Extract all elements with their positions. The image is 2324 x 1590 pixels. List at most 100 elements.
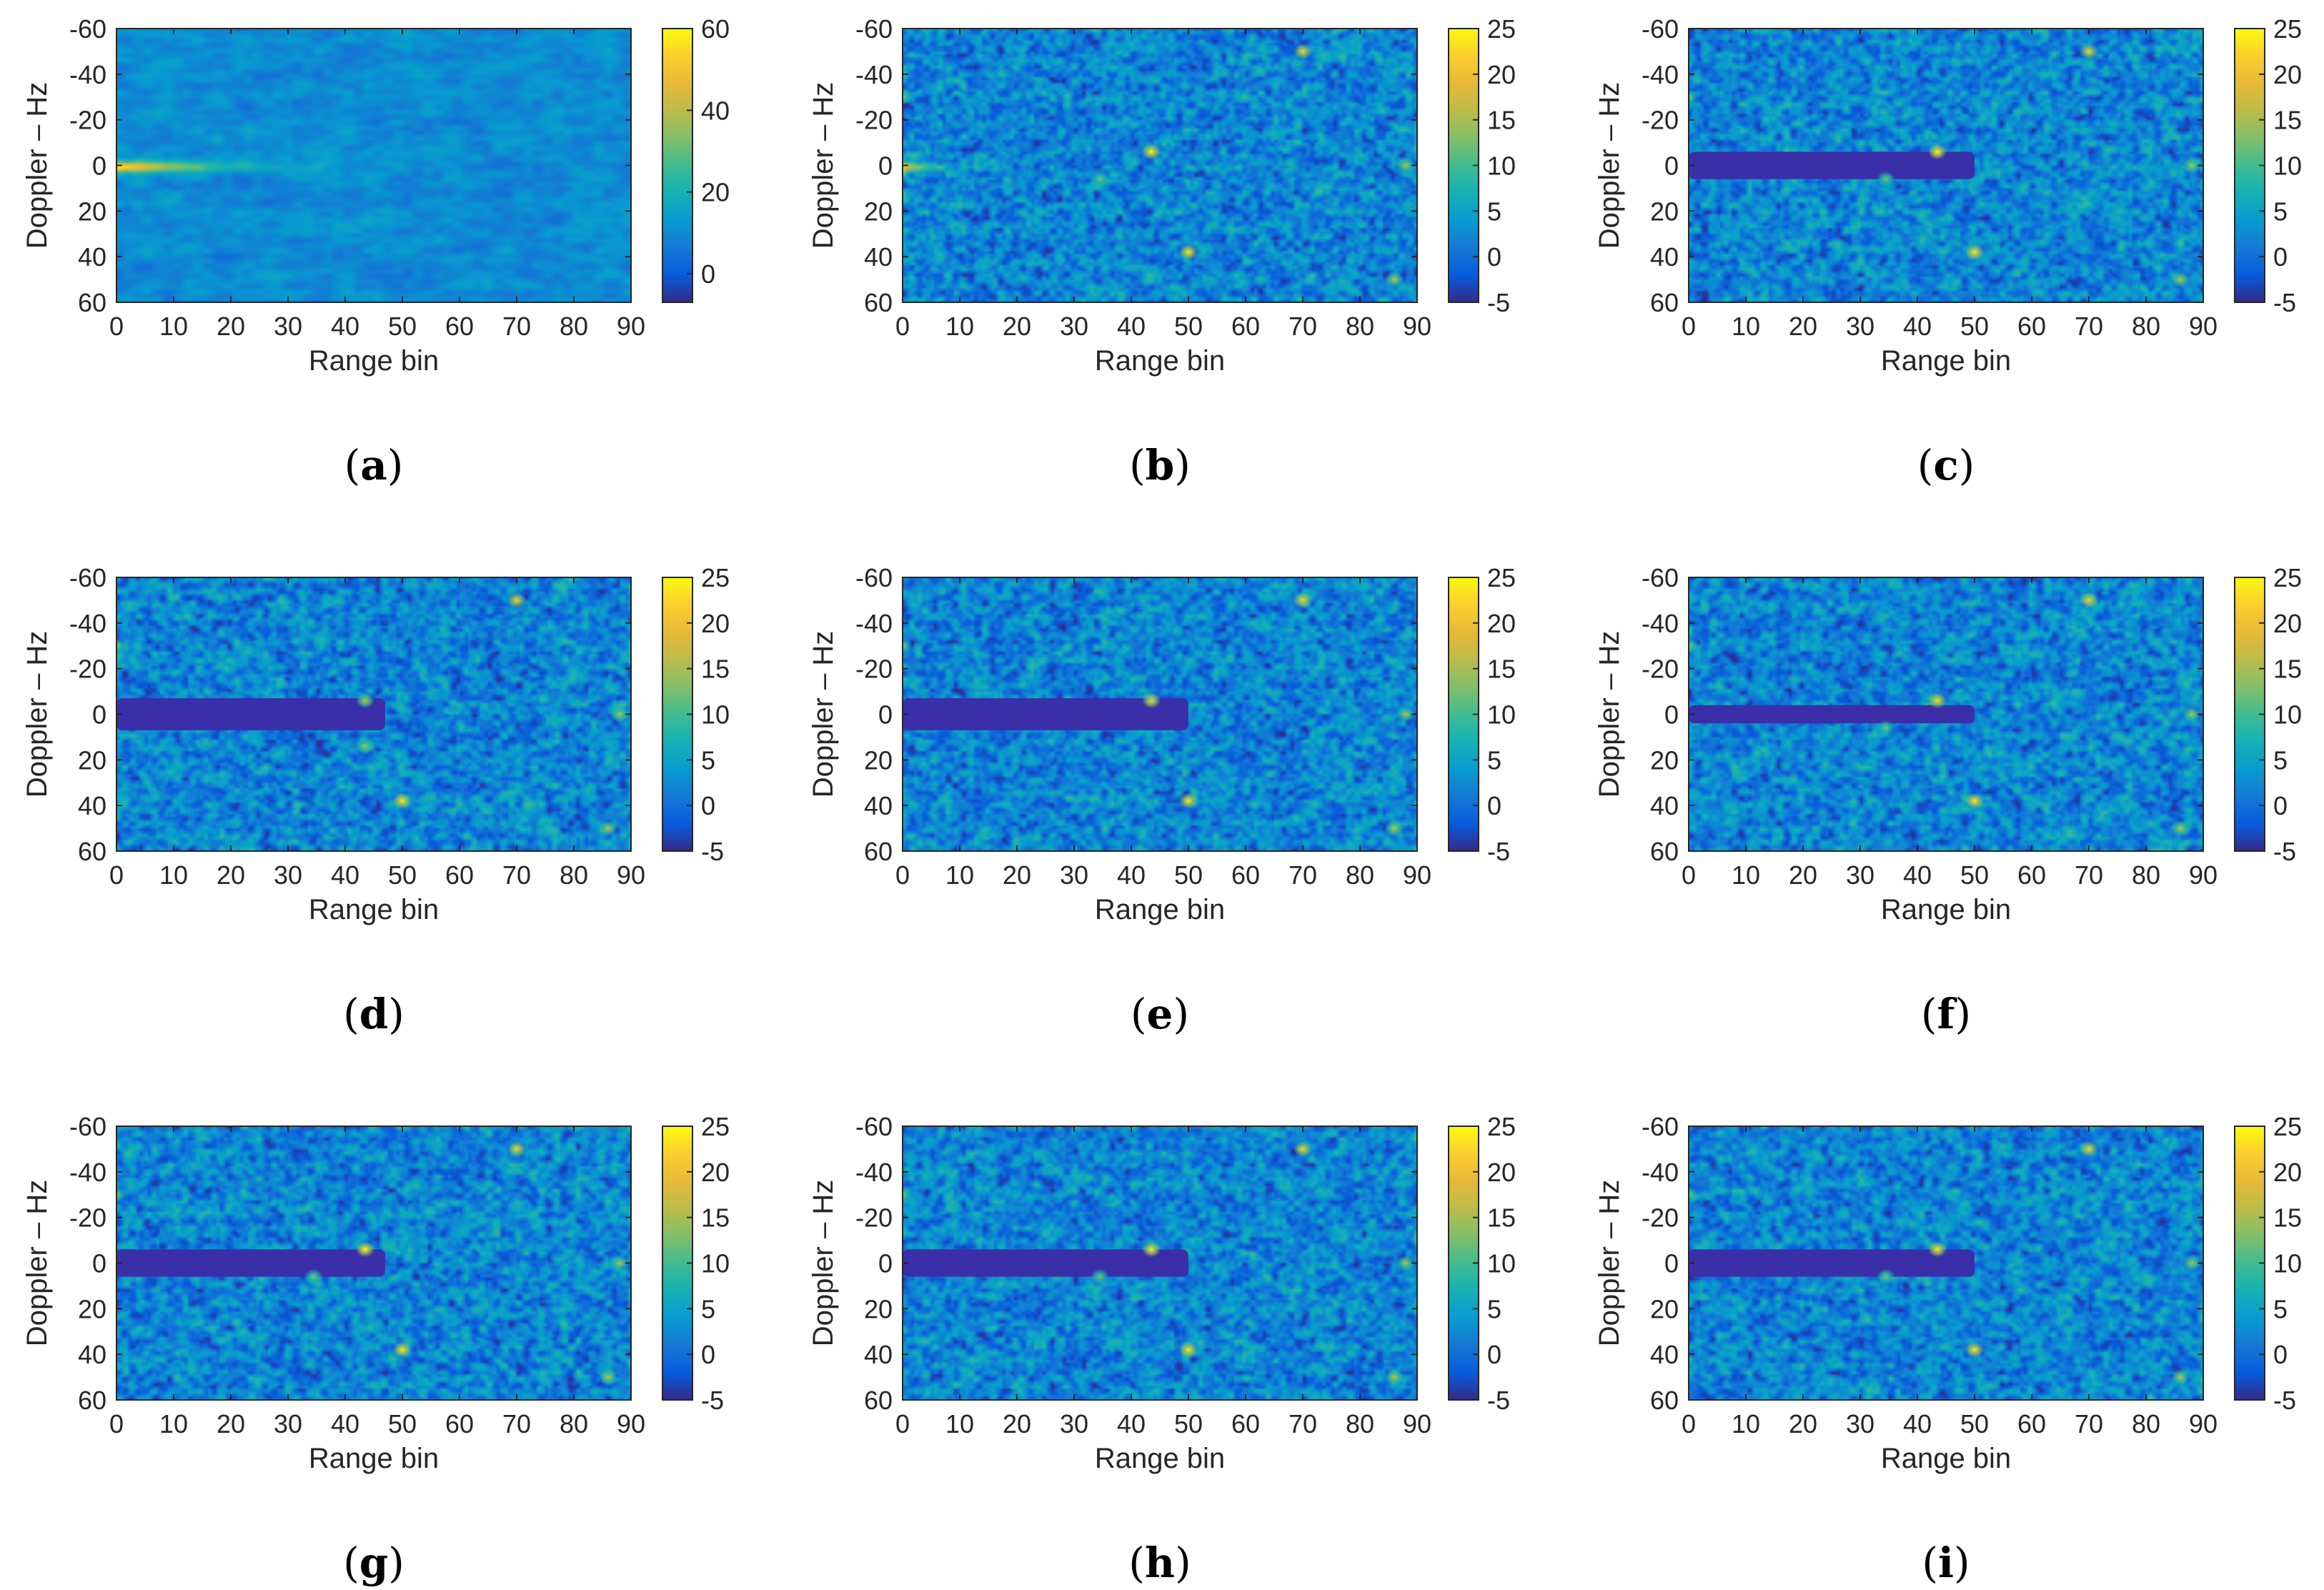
target-blob <box>1385 1369 1404 1386</box>
colorbar-tick-label: 25 <box>2273 563 2302 592</box>
target-blob <box>1877 720 1895 736</box>
colorbar-tick-label: -5 <box>701 1386 724 1415</box>
target-blob <box>2080 1141 2098 1157</box>
colorbar-tick-label: 25 <box>1487 563 1516 592</box>
colorbar-tick-label: -5 <box>1487 288 1510 317</box>
heatmap-marks <box>1689 592 2201 837</box>
x-tick-label: 10 <box>945 860 974 890</box>
panel-c: 0 10 20 30 40 50 60 70 80 90-60-40-200204060Range… <box>1594 14 2302 490</box>
y-tick-label: 60 <box>1650 837 1679 866</box>
colorbar-tick-label: 20 <box>1487 609 1516 638</box>
heatmap-marks <box>1689 43 2201 288</box>
x-tick-label: 0 <box>1682 1409 1696 1439</box>
y-tick-label: 40 <box>1650 791 1679 820</box>
panel-label: (g) <box>343 1539 404 1587</box>
colorbar-tick-label: 25 <box>1487 14 1516 44</box>
x-tick-label: 40 <box>1903 860 1932 890</box>
x-tick-label: 50 <box>1174 312 1203 341</box>
y-tick-label: -40 <box>1642 1158 1679 1187</box>
y-tick-label: 20 <box>1650 1294 1679 1323</box>
x-tick-label: 20 <box>217 860 245 890</box>
y-tick-label: 60 <box>78 837 106 866</box>
x-tick-label: 90 <box>1403 312 1431 341</box>
y-tick-label: 60 <box>78 1386 106 1415</box>
colorbar-tick-label: 15 <box>1487 1203 1516 1233</box>
colorbar-tick-label: 5 <box>1487 745 1501 775</box>
y-tick-label: -40 <box>1642 60 1679 89</box>
colorbar-tick-label: 0 <box>701 1340 715 1369</box>
y-tick-label: 20 <box>1650 197 1679 226</box>
target-blob <box>1293 1141 1312 1157</box>
clutter-notch <box>903 698 1188 730</box>
target-blob <box>1091 171 1109 187</box>
target-blob <box>2183 157 2201 174</box>
y-tick-label: -20 <box>1642 106 1679 135</box>
target-blob <box>1179 792 1198 809</box>
y-tick-label: -20 <box>855 655 893 684</box>
panel-a: 0 10 20 30 40 50 60 70 80 90-60-40-200204060Range… <box>21 14 730 490</box>
target-blob <box>1385 272 1404 288</box>
panel-label: (f) <box>1921 990 1971 1038</box>
y-tick-label: -20 <box>1642 655 1679 684</box>
x-tick-label: 60 <box>445 860 474 890</box>
x-tick-label: 90 <box>2189 860 2218 890</box>
y-tick-label: 60 <box>864 837 893 866</box>
y-tick-label: 20 <box>864 745 893 775</box>
colorbar-tick-label: 15 <box>701 1203 730 1233</box>
clutter-notch <box>1689 1249 1975 1277</box>
x-tick-label: 0 <box>895 1409 910 1439</box>
target-blob <box>1965 792 1984 809</box>
target-blob <box>1385 820 1404 837</box>
colorbar-tick-label: 0 <box>2273 242 2288 272</box>
x-tick-label: 60 <box>2017 860 2046 890</box>
y-tick-label: -20 <box>69 1203 106 1233</box>
target-blob <box>1877 171 1895 187</box>
x-tick-label: 40 <box>1117 860 1146 890</box>
target-blob <box>1293 43 1312 59</box>
colorbar-tick-label: -5 <box>701 837 724 866</box>
target-blob <box>1179 244 1198 260</box>
y-tick-label: 20 <box>864 1294 893 1323</box>
x-tick-label: 70 <box>1288 860 1317 890</box>
x-axis-label: Range bin <box>309 894 439 925</box>
target-blob <box>2171 820 2190 837</box>
colorbar-tick-label: 20 <box>2273 609 2302 638</box>
y-tick-label: 20 <box>78 745 106 775</box>
target-blob <box>1179 1341 1198 1358</box>
x-tick-label: 20 <box>1789 860 1817 890</box>
y-tick-label: 40 <box>864 242 893 272</box>
y-tick-label: -20 <box>855 1203 893 1233</box>
y-axis-label: Doppler – Hz <box>21 1180 53 1346</box>
target-blob <box>356 1241 374 1258</box>
y-tick-label: 0 <box>1664 1249 1679 1278</box>
target-blob <box>1091 1268 1109 1285</box>
colorbar-tick-label: -5 <box>1487 837 1510 866</box>
target-blob <box>1689 637 1698 654</box>
y-tick-label: -60 <box>69 1112 106 1141</box>
x-tick-label: 50 <box>388 1409 417 1439</box>
x-tick-label: 30 <box>1846 1409 1874 1439</box>
x-tick-label: 90 <box>1403 860 1431 890</box>
x-tick-label: 70 <box>1288 312 1317 341</box>
x-tick-label: 80 <box>1346 1409 1374 1439</box>
x-tick-label: 50 <box>388 312 417 341</box>
target-blob <box>610 706 629 722</box>
x-tick-label: 80 <box>560 860 588 890</box>
y-tick-label: 20 <box>864 197 893 226</box>
panel-b: 0 10 20 30 40 50 60 70 80 90-60-40-200204060Range… <box>808 14 1516 490</box>
x-tick-label: 10 <box>1732 1409 1760 1439</box>
y-tick-label: 40 <box>78 242 106 272</box>
x-tick-label: 80 <box>560 1409 588 1439</box>
panel-e: 0 10 20 30 40 50 60 70 80 90-60-40-200204060Range… <box>808 563 1516 1038</box>
panel-label: (h) <box>1128 1539 1191 1587</box>
y-tick-label: 40 <box>1650 1340 1679 1369</box>
colorbar: -5 0 5 10 15 20 25 <box>1448 563 1516 866</box>
x-tick-label: 50 <box>388 860 417 890</box>
x-tick-label: 0 <box>895 860 910 890</box>
x-tick-label: 70 <box>502 1409 531 1439</box>
colorbar: -5 0 5 10 15 20 25 <box>1448 1112 1516 1415</box>
y-tick-label: 60 <box>1650 288 1679 317</box>
target-blob <box>903 637 912 654</box>
x-axis-label: Range bin <box>1095 894 1225 925</box>
x-tick-label: 80 <box>560 312 588 341</box>
